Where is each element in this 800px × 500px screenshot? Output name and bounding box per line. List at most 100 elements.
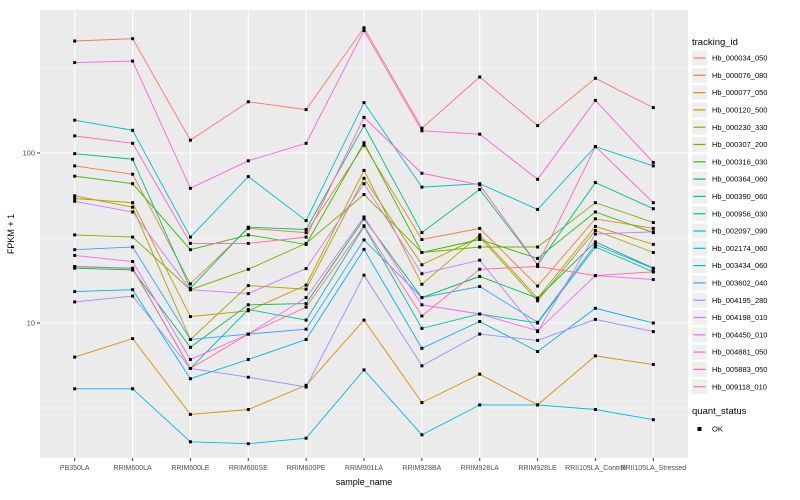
data-point <box>651 418 655 422</box>
data-point <box>651 160 655 164</box>
data-point <box>651 207 655 211</box>
data-point <box>362 143 366 147</box>
data-point <box>478 285 482 288</box>
data-point <box>536 207 540 211</box>
data-point <box>304 383 308 387</box>
x-tick-label: RRIM928LA <box>461 465 499 472</box>
data-point <box>651 164 655 168</box>
data-point <box>304 287 308 291</box>
legend-label-Hb_000307_200: Hb_000307_200 <box>712 140 767 149</box>
data-point <box>304 242 308 246</box>
data-point <box>362 115 366 119</box>
data-point <box>420 433 424 437</box>
data-point <box>593 354 597 358</box>
data-point <box>478 403 482 407</box>
data-point <box>420 263 424 267</box>
data-point <box>651 230 655 234</box>
x-tick-label: RRII105LA_Stressed <box>620 465 686 472</box>
data-point <box>362 238 366 242</box>
data-point <box>536 329 540 333</box>
legend-label-Hb_009118_010: Hb_009118_010 <box>712 382 767 391</box>
data-point <box>73 300 77 304</box>
data-point <box>246 241 250 245</box>
x-tick-label: RRIM901LA <box>345 465 383 472</box>
data-point <box>131 205 135 209</box>
x-tick-label: RRIM928LE <box>519 465 557 472</box>
data-point <box>246 100 250 104</box>
data-point <box>304 219 308 223</box>
data-point <box>304 436 308 440</box>
data-point <box>420 126 424 130</box>
data-point <box>188 235 192 239</box>
data-point <box>362 247 366 251</box>
data-point <box>478 267 482 271</box>
data-point <box>651 270 655 274</box>
data-point <box>362 176 366 180</box>
series-markers-Hb_003434_060 <box>73 247 655 381</box>
data-point <box>73 355 77 359</box>
legend-label-Hb_000076_080: Hb_000076_080 <box>712 71 767 80</box>
data-point <box>362 368 366 372</box>
data-point <box>246 332 250 336</box>
y-axis-title: FPKM + 1 <box>6 214 16 254</box>
data-point <box>536 350 540 353</box>
data-point <box>593 245 597 249</box>
data-point <box>420 238 424 241</box>
data-point <box>188 440 192 444</box>
data-point <box>593 98 597 102</box>
legend-label-Hb_000077_050: Hb_000077_050 <box>712 88 767 97</box>
data-point <box>593 408 597 411</box>
data-point <box>420 296 424 300</box>
data-point <box>131 245 135 249</box>
data-point <box>246 358 250 361</box>
data-point <box>188 248 192 252</box>
data-point <box>651 221 655 224</box>
x-tick-label: PB350LA <box>60 465 90 472</box>
data-point <box>593 317 597 321</box>
data-point <box>188 315 192 319</box>
data-point <box>593 242 597 246</box>
data-point <box>593 232 597 236</box>
legend-label-Hb_004881_050: Hb_004881_050 <box>712 348 767 357</box>
data-point <box>131 387 135 391</box>
data-point <box>536 403 540 407</box>
data-point <box>593 76 597 80</box>
data-point <box>73 197 77 200</box>
data-point <box>536 284 540 288</box>
data-point <box>304 305 308 309</box>
legend-label-Hb_000316_030: Hb_000316_030 <box>712 157 767 166</box>
data-point <box>73 39 77 43</box>
data-point <box>73 199 77 203</box>
data-point <box>478 226 482 230</box>
data-point <box>362 273 366 277</box>
data-point <box>478 332 482 336</box>
legend-label-Hb_000034_050: Hb_000034_050 <box>712 54 767 63</box>
x-axis-title: sample_name <box>336 477 393 487</box>
data-point <box>188 367 192 370</box>
data-point <box>246 284 250 288</box>
x-tick-label: RRIM600PE <box>287 465 326 472</box>
data-point <box>536 124 540 128</box>
data-point <box>651 330 655 334</box>
data-point <box>246 267 250 271</box>
data-point <box>420 346 424 350</box>
data-point <box>420 185 424 189</box>
data-point <box>420 171 424 175</box>
data-point <box>131 260 135 263</box>
data-point <box>188 282 192 286</box>
data-point <box>246 233 250 237</box>
data-point <box>651 106 655 110</box>
data-point <box>304 327 308 331</box>
data-point <box>651 363 655 366</box>
data-point <box>651 321 655 325</box>
data-point <box>420 326 424 330</box>
data-point <box>651 278 655 282</box>
legend-label-Hb_000120_500: Hb_000120_500 <box>712 106 767 115</box>
data-point <box>188 345 192 349</box>
data-point <box>73 233 77 237</box>
data-point <box>420 251 424 254</box>
data-point <box>304 338 308 341</box>
x-tick-label: RRIM928BA <box>402 465 441 472</box>
